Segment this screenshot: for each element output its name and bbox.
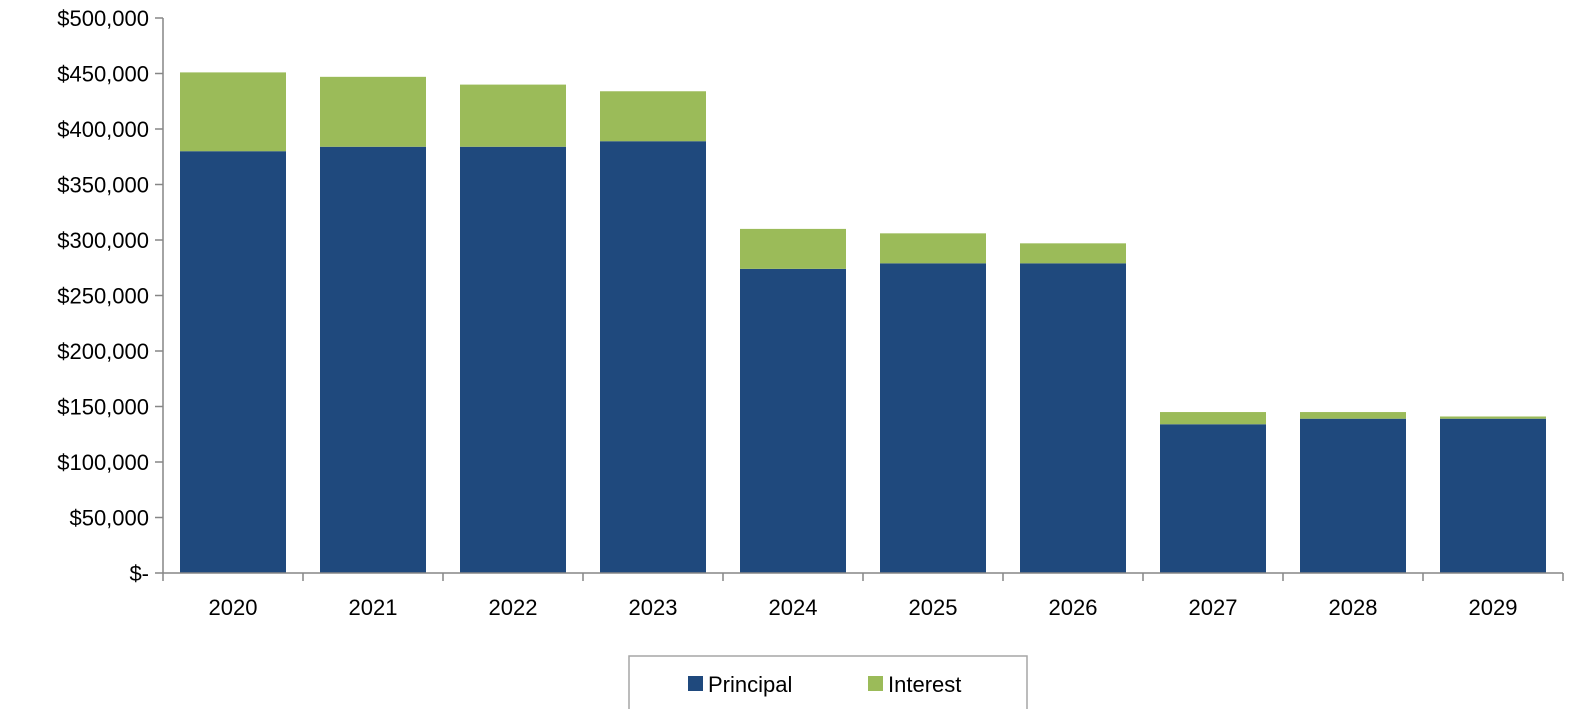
legend-label-principal: Principal xyxy=(708,672,792,697)
bar-interest-2028 xyxy=(1300,412,1406,419)
x-tick-label: 2020 xyxy=(209,595,258,620)
y-tick-label: $50,000 xyxy=(69,506,149,531)
bar-interest-2027 xyxy=(1160,412,1266,425)
bar-principal-2021 xyxy=(320,146,426,573)
bar-interest-2026 xyxy=(1020,243,1126,264)
bars-layer xyxy=(180,72,1546,573)
bar-interest-2021 xyxy=(320,76,426,147)
bar-interest-2020 xyxy=(180,72,286,152)
x-tick-label: 2026 xyxy=(1049,595,1098,620)
y-tick-label: $400,000 xyxy=(57,117,149,142)
bar-principal-2020 xyxy=(180,151,286,573)
y-tick-label: $- xyxy=(129,561,149,586)
bar-principal-2027 xyxy=(1160,424,1266,573)
bar-principal-2022 xyxy=(460,146,566,573)
y-tick-label: $150,000 xyxy=(57,395,149,420)
x-tick-label: 2022 xyxy=(489,595,538,620)
bar-interest-2025 xyxy=(880,233,986,264)
x-tick-label: 2021 xyxy=(349,595,398,620)
y-tick-label: $250,000 xyxy=(57,284,149,309)
bar-principal-2023 xyxy=(600,141,706,573)
legend-label-interest: Interest xyxy=(888,672,961,697)
x-tick-label: 2028 xyxy=(1329,595,1378,620)
y-tick-label: $350,000 xyxy=(57,173,149,198)
bar-principal-2028 xyxy=(1300,418,1406,573)
x-tick-label: 2027 xyxy=(1189,595,1238,620)
x-tick-label: 2025 xyxy=(909,595,958,620)
y-tick-label: $200,000 xyxy=(57,339,149,364)
bar-interest-2022 xyxy=(460,84,566,147)
axes-layer xyxy=(155,17,1564,581)
bar-principal-2029 xyxy=(1440,418,1546,573)
y-tick-label: $500,000 xyxy=(57,6,149,31)
bar-interest-2023 xyxy=(600,91,706,142)
x-tick-label: 2023 xyxy=(629,595,678,620)
legend-swatch-interest xyxy=(868,676,883,691)
bar-principal-2024 xyxy=(740,268,846,573)
bar-principal-2025 xyxy=(880,263,986,573)
bar-interest-2029 xyxy=(1440,416,1546,419)
x-tick-label: 2029 xyxy=(1469,595,1518,620)
legend: Principal Interest xyxy=(628,655,1028,714)
y-tick-label: $100,000 xyxy=(57,450,149,475)
y-axis-labels: $- $50,000 $100,000 $150,000 $200,000 $250,00… xyxy=(57,6,149,586)
x-tick-label: 2024 xyxy=(769,595,818,620)
bar-interest-2024 xyxy=(740,228,846,269)
x-axis-labels: 2020 2021 2022 2023 2024 2025 2026 2027 2028 2029 xyxy=(209,595,1518,620)
legend-swatch-principal xyxy=(688,676,703,691)
y-tick-label: $450,000 xyxy=(57,62,149,87)
bar-principal-2026 xyxy=(1020,263,1126,573)
y-tick-label: $300,000 xyxy=(57,228,149,253)
